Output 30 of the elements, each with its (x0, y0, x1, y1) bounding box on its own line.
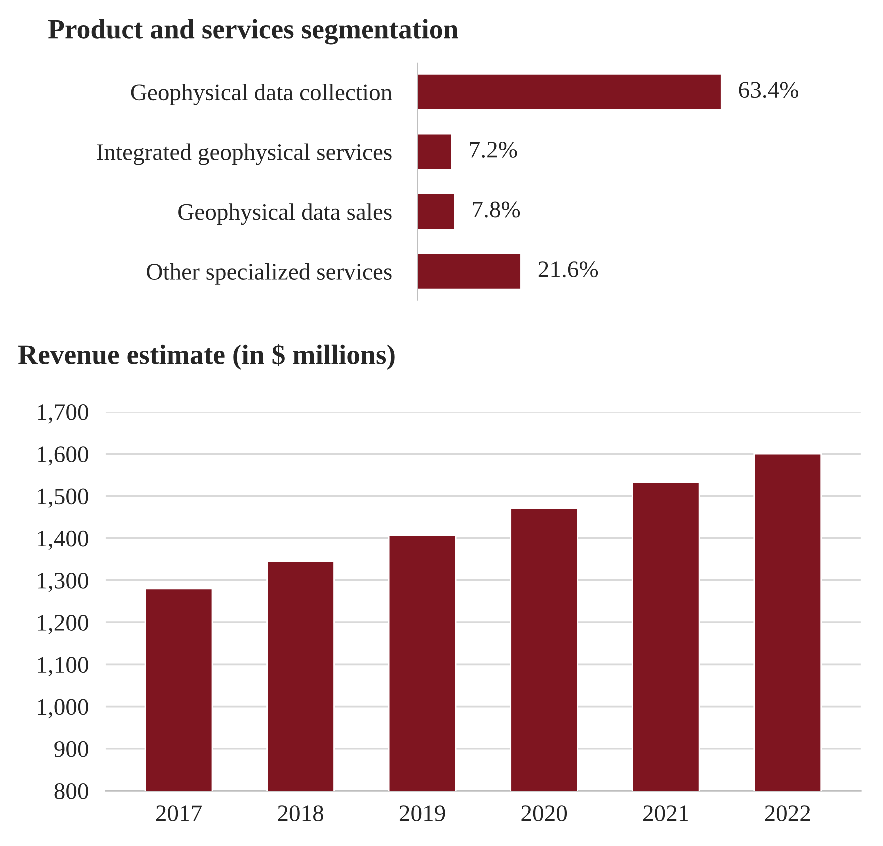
bar (418, 133, 453, 171)
y-tick-label: 1,400 (38, 530, 88, 550)
data-label: 7.8% (473, 202, 520, 218)
y-tick-label: 1,000 (38, 699, 88, 719)
x-tick-label: 2019 (400, 806, 446, 822)
chart-title: Product and services segmentation (48, 19, 458, 45)
bar (418, 252, 522, 290)
y-tick-label: 900 (54, 741, 88, 758)
y-tick-label: Geophysical data sales (178, 204, 392, 226)
y-tick-label: 800 (54, 784, 88, 800)
x-tick-label: 2018 (278, 806, 324, 822)
x-tick-label: 2017 (156, 806, 202, 822)
y-tick-label: Other specialized services (147, 263, 392, 285)
y-tick-label: 1,600 (38, 446, 88, 466)
y-tick-label: 1,500 (38, 488, 88, 508)
y-tick-label: 1,100 (38, 657, 88, 676)
y-tick-label: 1,700 (38, 404, 88, 424)
x-tick-label: 2022 (765, 806, 810, 822)
y-tick-label: 1,200 (38, 615, 88, 634)
x-tick-label: 2021 (644, 806, 688, 822)
chart-title: Revenue estimate (in $ millions) (18, 344, 395, 370)
y-tick-label: Geophysical data collection (131, 84, 392, 106)
data-label: 21.6% (538, 262, 598, 278)
bar (418, 193, 456, 230)
bar (418, 74, 722, 111)
y-tick-label: Integrated geophysical services (97, 144, 392, 166)
data-label: 7.2% (470, 142, 518, 158)
y-tick-label: 1,300 (38, 572, 88, 592)
data-label: 63.4% (739, 82, 798, 98)
x-tick-label: 2020 (522, 806, 568, 822)
